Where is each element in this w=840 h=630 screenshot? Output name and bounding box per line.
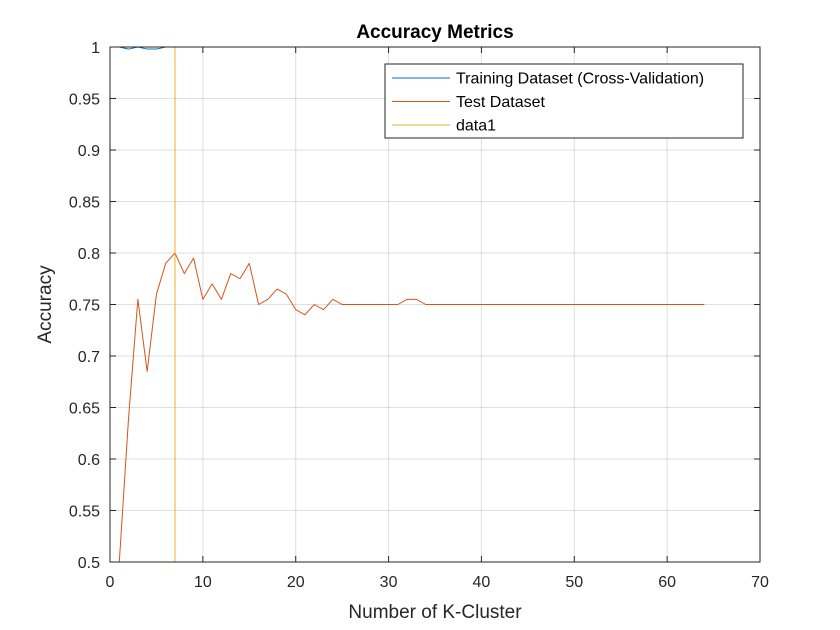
y-tick-label: 1 [91, 40, 100, 57]
y-tick-label: 0.95 [69, 92, 100, 109]
y-tick-label: 0.8 [78, 246, 100, 263]
y-tick-label: 0.9 [78, 143, 100, 160]
tick-labels: 0 10 20 30 40 50 60 70 0.5 0.55 0.6 0.65 0.7 0.75 0.8 0… [69, 40, 769, 591]
y-tick-label: 0.55 [69, 504, 100, 521]
x-tick-label: 50 [565, 574, 583, 591]
x-tick-label: 10 [194, 574, 212, 591]
y-tick-label: 0.5 [78, 555, 100, 572]
series-line-1 [118, 252, 705, 563]
x-tick-label: 30 [380, 574, 398, 591]
y-tick-label: 0.85 [69, 195, 100, 212]
legend: Training Dataset (Cross-Validation) Test … [384, 63, 744, 139]
y-tick-label: 0.65 [69, 401, 100, 418]
x-tick-label: 60 [658, 574, 676, 591]
legend-entry-2: data1 [456, 118, 496, 135]
chart-title: Accuracy Metrics [356, 22, 513, 43]
y-axis-label: Accuracy [35, 265, 56, 344]
x-tick-label: 20 [287, 574, 305, 591]
x-tick-label: 0 [106, 574, 115, 591]
tick-marks [109, 46, 761, 563]
y-tick-label: 0.6 [78, 452, 100, 469]
legend-entry-0: Training Dataset (Cross-Validation) [456, 71, 704, 88]
legend-entry-1: Test Dataset [456, 94, 545, 111]
y-tick-label: 0.7 [78, 349, 100, 366]
x-tick-label: 70 [751, 574, 769, 591]
x-tick-label: 40 [473, 574, 491, 591]
x-axis-label: Number of K-Cluster [348, 602, 522, 623]
y-tick-label: 0.75 [69, 298, 100, 315]
